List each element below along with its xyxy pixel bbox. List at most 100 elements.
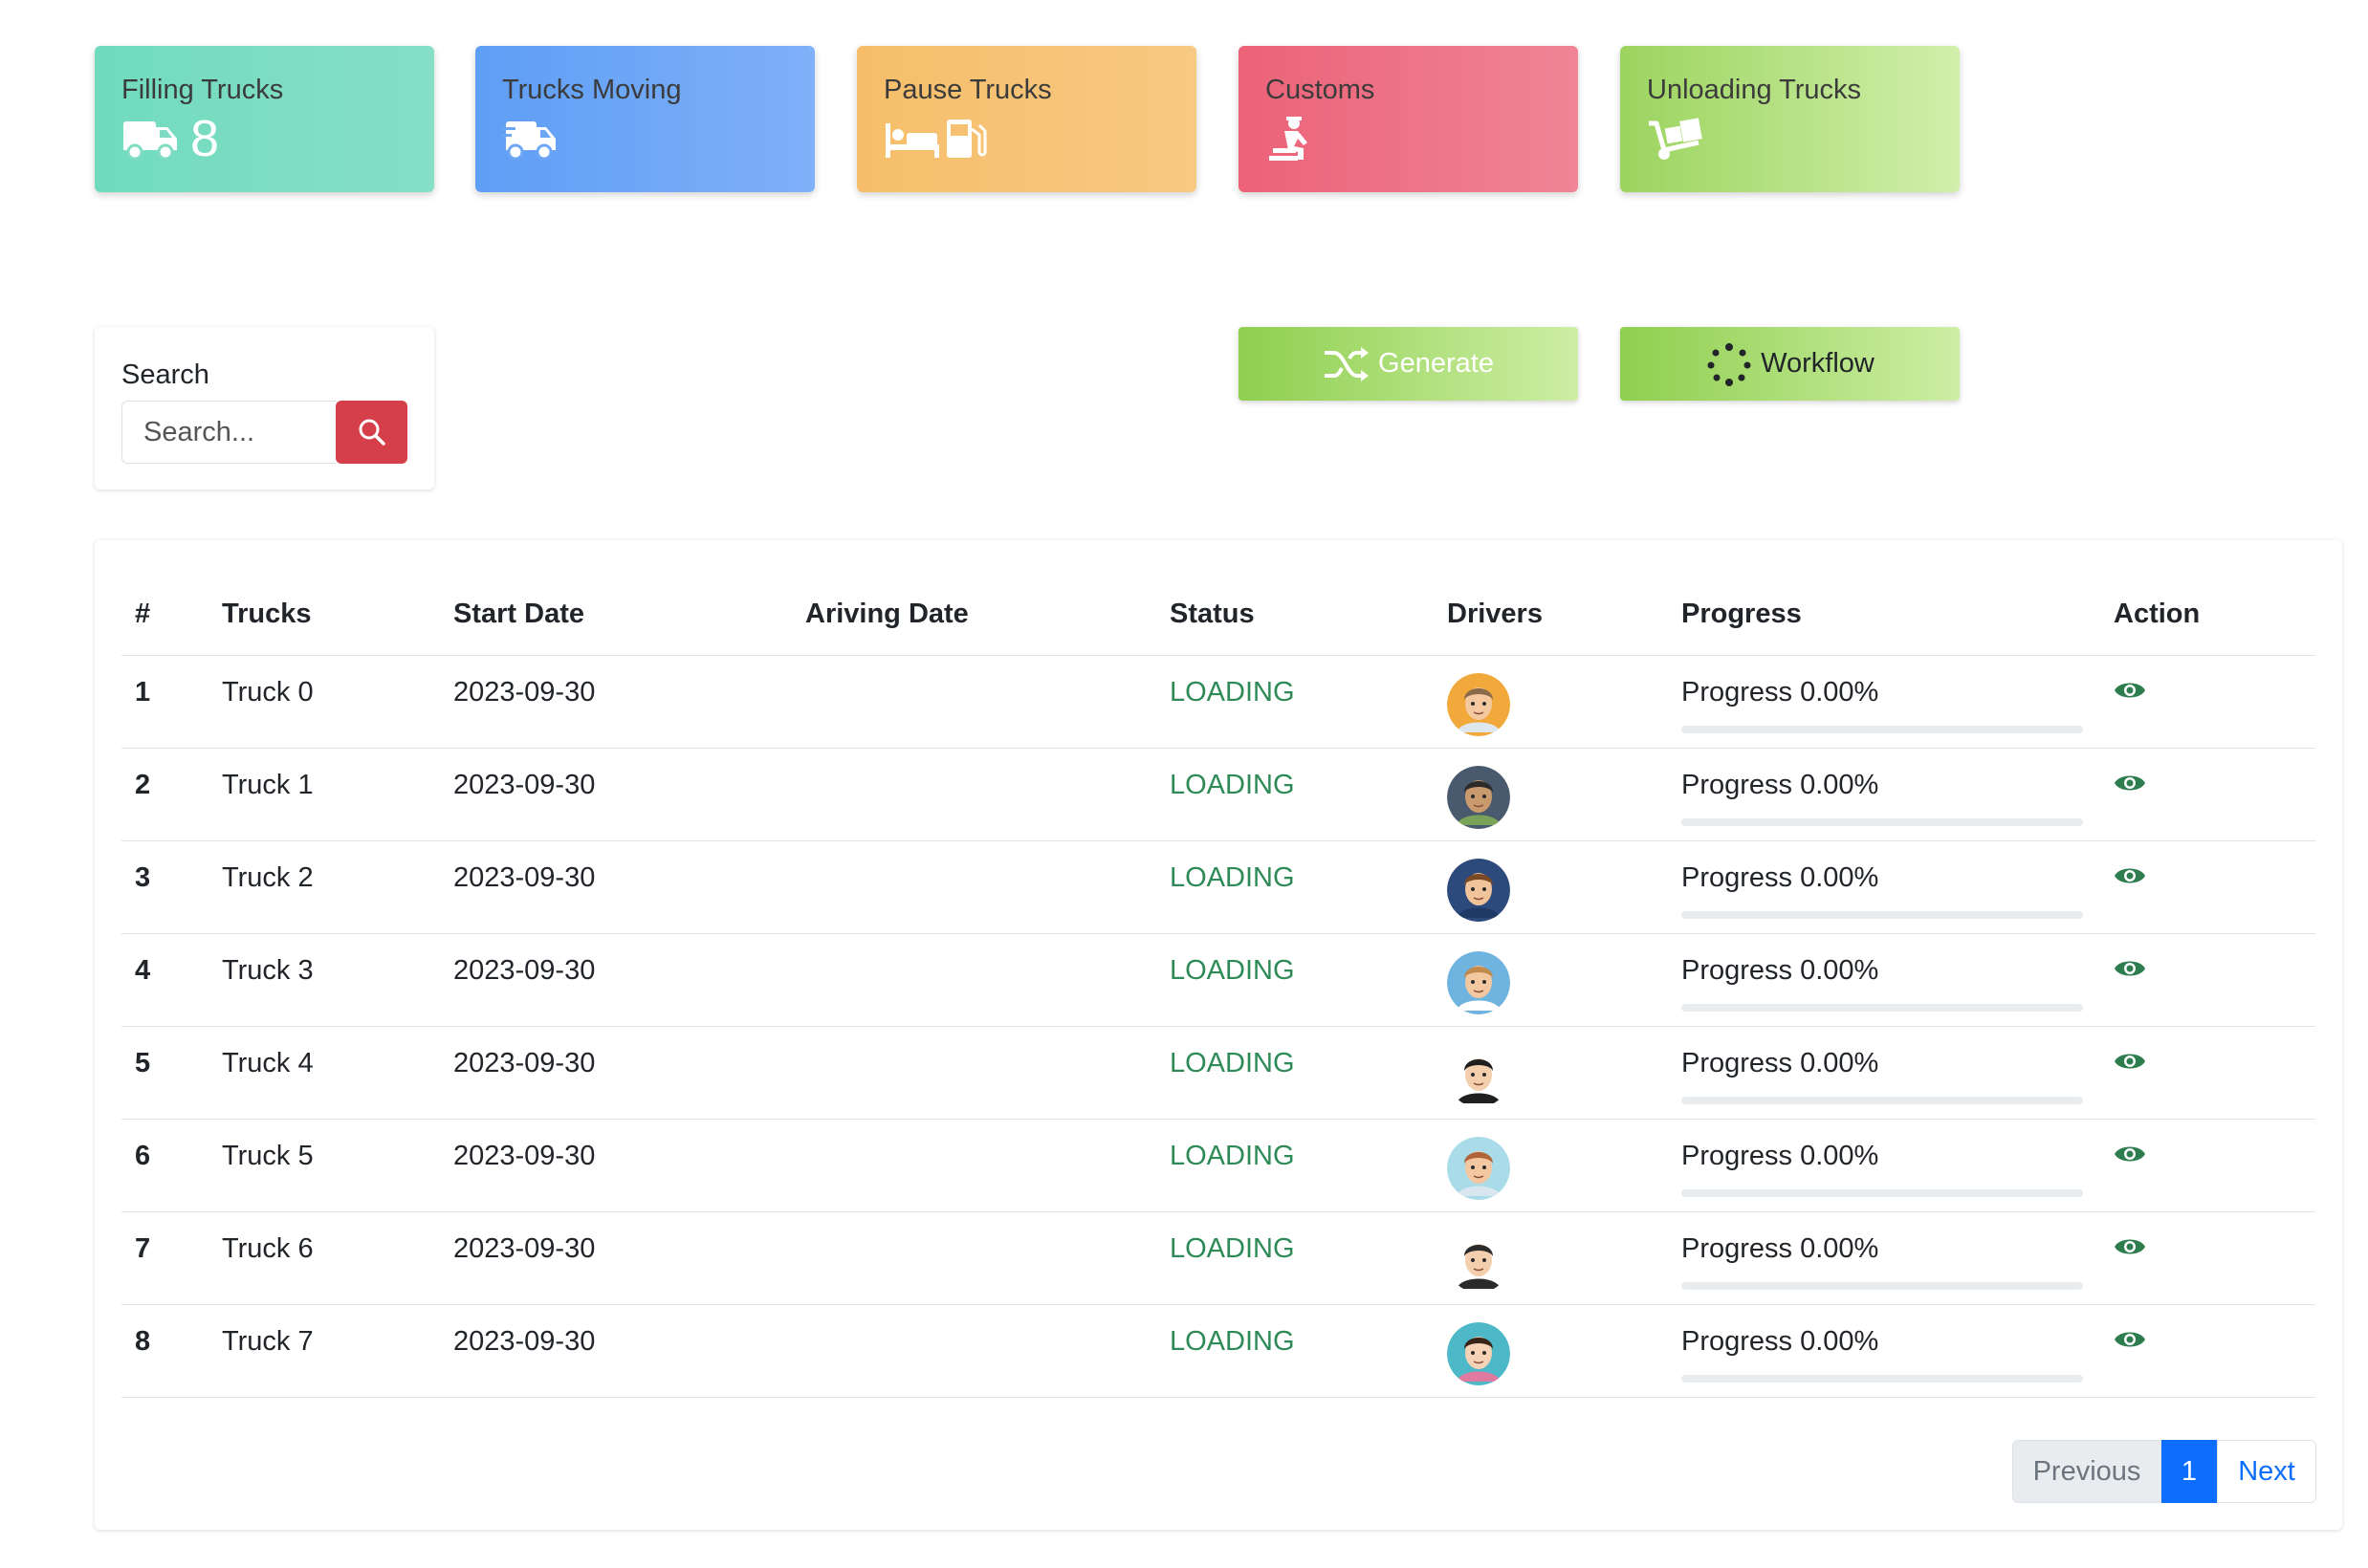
- row-number: 6: [121, 1119, 208, 1212]
- driver-cell: [1434, 1304, 1668, 1398]
- header-trucks: Trucks: [208, 575, 440, 656]
- status-text: LOADING: [1156, 1119, 1434, 1212]
- arriving-date: [792, 655, 1156, 749]
- card-title: Customs: [1265, 75, 1375, 105]
- view-eye-icon[interactable]: [2114, 957, 2146, 980]
- header-action: Action: [2100, 575, 2315, 656]
- card-pause-trucks[interactable]: Pause Trucks: [857, 46, 1196, 192]
- driver-avatar: [1447, 1043, 1510, 1107]
- driver-avatar: [1447, 672, 1510, 736]
- truck-name: Truck 4: [208, 1026, 440, 1120]
- table-header-row: # Trucks Start Date Ariving Date Status …: [121, 575, 2315, 656]
- driver-cell: [1434, 1026, 1668, 1120]
- pagination: Previous 1 Next: [2012, 1440, 2316, 1503]
- card-trucks-moving[interactable]: Trucks Moving: [475, 46, 815, 192]
- card-title: Trucks Moving: [502, 75, 682, 105]
- card-customs[interactable]: Customs: [1239, 46, 1578, 192]
- row-number: 4: [121, 933, 208, 1027]
- progress-cell: Progress 0.00%: [1668, 1119, 2100, 1212]
- driver-cell: [1434, 1211, 1668, 1305]
- arriving-date: [792, 1119, 1156, 1212]
- progress-bar: [1681, 1096, 2083, 1104]
- workflow-button[interactable]: Workflow: [1620, 327, 1960, 401]
- table-row: 2 Truck 1 2023-09-30 LOADING Progress 0.00%: [121, 748, 2315, 841]
- view-eye-icon[interactable]: [2114, 1235, 2146, 1258]
- view-eye-icon[interactable]: [2114, 772, 2146, 795]
- driver-cell: [1434, 748, 1668, 841]
- status-text: LOADING: [1156, 933, 1434, 1027]
- arriving-date: [792, 748, 1156, 841]
- driver-cell: [1434, 655, 1668, 749]
- start-date: 2023-09-30: [440, 840, 792, 934]
- progress-cell: Progress 0.00%: [1668, 933, 2100, 1027]
- table-body: 1 Truck 0 2023-09-30 LOADING Progress 0.00% 2…: [121, 655, 2315, 1398]
- pagination-next[interactable]: Next: [2217, 1440, 2316, 1503]
- truck-name: Truck 1: [208, 748, 440, 841]
- truck-name: Truck 6: [208, 1211, 440, 1305]
- start-date: 2023-09-30: [440, 1304, 792, 1398]
- progress-cell: Progress 0.00%: [1668, 748, 2100, 841]
- start-date: 2023-09-30: [440, 748, 792, 841]
- row-number: 7: [121, 1211, 208, 1305]
- progress-bar: [1681, 1003, 2083, 1012]
- shuffle-icon: [1325, 346, 1370, 381]
- progress-cell: Progress 0.00%: [1668, 1304, 2100, 1398]
- action-cell: [2100, 1026, 2315, 1120]
- action-cell: [2100, 840, 2315, 934]
- spinner-icon: [1707, 342, 1751, 386]
- progress-label: Progress 0.00%: [1681, 769, 1879, 800]
- truck-name: Truck 7: [208, 1304, 440, 1398]
- card-filling-trucks[interactable]: Filling Trucks 8: [95, 46, 434, 192]
- progress-label: Progress 0.00%: [1681, 1047, 1879, 1078]
- status-cards: Filling Trucks 8 Trucks Moving: [95, 46, 2007, 192]
- search-input[interactable]: [121, 401, 336, 464]
- status-text: LOADING: [1156, 1026, 1434, 1120]
- arriving-date: [792, 1211, 1156, 1305]
- progress-cell: Progress 0.00%: [1668, 840, 2100, 934]
- start-date: 2023-09-30: [440, 655, 792, 749]
- row-number: 1: [121, 655, 208, 749]
- card-unloading-trucks[interactable]: Unloading Trucks: [1620, 46, 1960, 192]
- trucks-table: # Trucks Start Date Ariving Date Status …: [121, 575, 2315, 1398]
- pagination-page-1[interactable]: 1: [2161, 1440, 2217, 1503]
- row-number: 5: [121, 1026, 208, 1120]
- arriving-date: [792, 933, 1156, 1027]
- truck-name: Truck 2: [208, 840, 440, 934]
- driver-avatar: [1447, 1136, 1510, 1200]
- row-number: 2: [121, 748, 208, 841]
- table-row: 3 Truck 2 2023-09-30 LOADING Progress 0.00%: [121, 840, 2315, 934]
- search-group: [121, 401, 407, 464]
- search-button[interactable]: [336, 401, 407, 464]
- dolly-icon: [1649, 118, 1702, 160]
- progress-bar: [1681, 1374, 2083, 1383]
- view-eye-icon[interactable]: [2114, 1050, 2146, 1073]
- view-eye-icon[interactable]: [2114, 679, 2146, 702]
- driver-avatar: [1447, 858, 1510, 922]
- progress-cell: Progress 0.00%: [1668, 655, 2100, 749]
- start-date: 2023-09-30: [440, 1119, 792, 1212]
- header-number: #: [121, 575, 208, 656]
- row-number: 8: [121, 1304, 208, 1398]
- generate-button[interactable]: Generate: [1239, 327, 1578, 401]
- workflow-label: Workflow: [1761, 348, 1875, 379]
- header-start-date: Start Date: [440, 575, 792, 656]
- progress-label: Progress 0.00%: [1681, 1232, 1879, 1264]
- progress-bar: [1681, 1188, 2083, 1197]
- view-eye-icon[interactable]: [2114, 1143, 2146, 1165]
- driver-cell: [1434, 933, 1668, 1027]
- action-cell: [2100, 1211, 2315, 1305]
- table-row: 6 Truck 5 2023-09-30 LOADING Progress 0.00%: [121, 1119, 2315, 1212]
- header-progress: Progress: [1668, 575, 2100, 656]
- view-eye-icon[interactable]: [2114, 1328, 2146, 1351]
- arriving-date: [792, 840, 1156, 934]
- header-status: Status: [1156, 575, 1434, 656]
- view-eye-icon[interactable]: [2114, 864, 2146, 887]
- pagination-previous[interactable]: Previous: [2012, 1440, 2161, 1503]
- action-cell: [2100, 1119, 2315, 1212]
- action-cell: [2100, 748, 2315, 841]
- status-text: LOADING: [1156, 1211, 1434, 1305]
- table-row: 4 Truck 3 2023-09-30 LOADING Progress 0.00%: [121, 933, 2315, 1027]
- header-arriving-date: Ariving Date: [792, 575, 1156, 656]
- action-cell: [2100, 1304, 2315, 1398]
- filling-count: 8: [190, 110, 220, 167]
